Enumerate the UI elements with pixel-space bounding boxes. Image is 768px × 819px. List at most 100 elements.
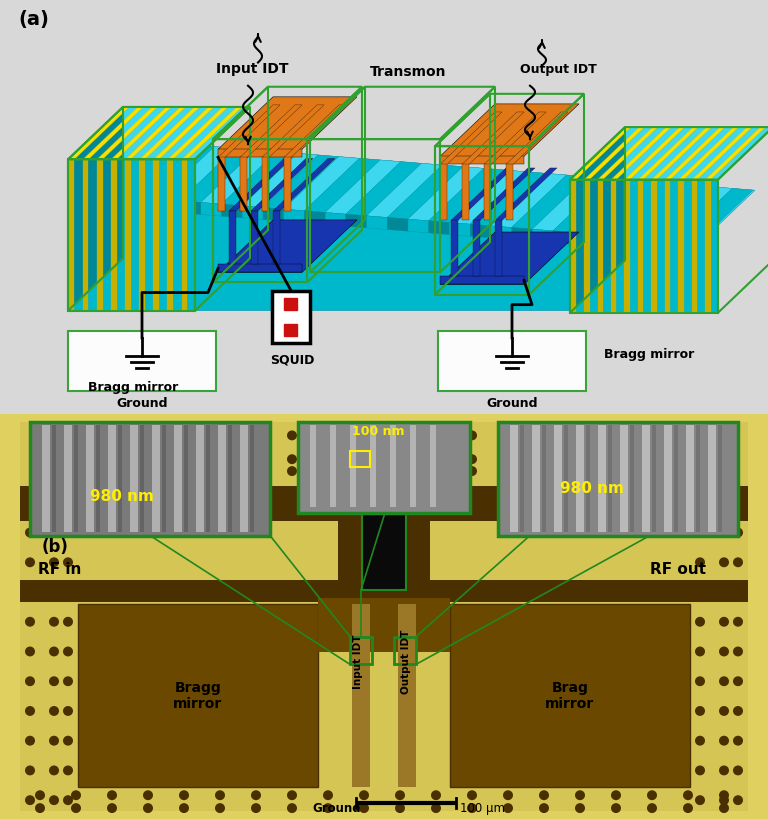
Circle shape [611, 455, 621, 464]
Polygon shape [570, 127, 768, 179]
Circle shape [733, 617, 743, 627]
Polygon shape [181, 160, 187, 310]
Polygon shape [242, 153, 318, 207]
Circle shape [719, 803, 729, 813]
Circle shape [49, 527, 59, 537]
Text: 980 nm: 980 nm [560, 481, 624, 495]
Polygon shape [584, 179, 590, 313]
Circle shape [359, 455, 369, 464]
Polygon shape [451, 220, 458, 276]
Polygon shape [68, 107, 123, 310]
Polygon shape [68, 139, 123, 310]
Bar [350, 636, 372, 664]
Circle shape [143, 803, 153, 813]
Polygon shape [304, 158, 380, 212]
Bar [510, 426, 518, 532]
Polygon shape [218, 157, 225, 210]
Polygon shape [408, 219, 429, 233]
Circle shape [49, 557, 59, 568]
Circle shape [539, 455, 549, 464]
Circle shape [611, 790, 621, 800]
Bar [394, 636, 416, 664]
Circle shape [733, 766, 743, 776]
Polygon shape [440, 156, 524, 165]
Circle shape [431, 466, 441, 476]
Text: (b): (b) [42, 538, 69, 556]
Polygon shape [611, 127, 671, 179]
Circle shape [431, 790, 441, 800]
Polygon shape [571, 127, 631, 179]
Polygon shape [160, 147, 235, 201]
Circle shape [63, 766, 73, 776]
Circle shape [35, 803, 45, 813]
Polygon shape [251, 158, 313, 210]
Polygon shape [665, 127, 725, 179]
Polygon shape [574, 233, 594, 247]
Bar [570, 179, 718, 313]
Polygon shape [692, 127, 752, 179]
Circle shape [323, 803, 333, 813]
Polygon shape [570, 179, 718, 313]
Circle shape [719, 766, 729, 776]
Polygon shape [624, 179, 630, 313]
Circle shape [695, 617, 705, 627]
Circle shape [251, 455, 261, 464]
Polygon shape [240, 105, 302, 157]
Polygon shape [325, 160, 401, 214]
Circle shape [107, 790, 117, 800]
Polygon shape [651, 179, 657, 313]
Circle shape [251, 790, 261, 800]
Circle shape [733, 527, 743, 537]
Bar [620, 426, 628, 532]
Circle shape [49, 766, 59, 776]
Polygon shape [201, 202, 222, 216]
Polygon shape [68, 160, 195, 310]
Circle shape [49, 676, 59, 686]
Bar [42, 426, 50, 532]
Text: Output IDT: Output IDT [401, 629, 411, 694]
Polygon shape [325, 212, 346, 226]
Bar [350, 451, 370, 467]
Polygon shape [651, 127, 712, 179]
Bar [630, 426, 634, 532]
Polygon shape [97, 160, 103, 310]
Circle shape [575, 466, 585, 476]
Polygon shape [201, 150, 276, 204]
Polygon shape [284, 157, 291, 210]
Circle shape [395, 790, 405, 800]
Circle shape [647, 466, 657, 476]
Bar [52, 426, 56, 532]
Polygon shape [440, 276, 524, 284]
Bar [152, 426, 160, 532]
Circle shape [431, 455, 441, 464]
Polygon shape [139, 197, 160, 211]
Circle shape [683, 803, 693, 813]
Circle shape [71, 803, 81, 813]
Polygon shape [118, 143, 194, 197]
Circle shape [431, 803, 441, 813]
Circle shape [25, 795, 35, 805]
Circle shape [695, 676, 705, 686]
Circle shape [49, 735, 59, 745]
Bar [498, 422, 738, 536]
Bar [20, 580, 748, 602]
Bar [118, 426, 122, 532]
Polygon shape [68, 107, 250, 160]
Polygon shape [304, 210, 325, 224]
Circle shape [503, 803, 513, 813]
Polygon shape [491, 226, 511, 240]
Circle shape [215, 803, 225, 813]
Circle shape [63, 795, 73, 805]
Circle shape [25, 557, 35, 568]
Text: (a): (a) [18, 10, 49, 29]
Bar [250, 426, 254, 532]
Circle shape [695, 587, 705, 597]
Bar [20, 486, 748, 521]
Polygon shape [440, 232, 579, 284]
Circle shape [71, 466, 81, 476]
Circle shape [63, 676, 73, 686]
Bar [310, 426, 316, 507]
Circle shape [179, 455, 189, 464]
Circle shape [35, 455, 45, 464]
Bar [398, 604, 416, 787]
